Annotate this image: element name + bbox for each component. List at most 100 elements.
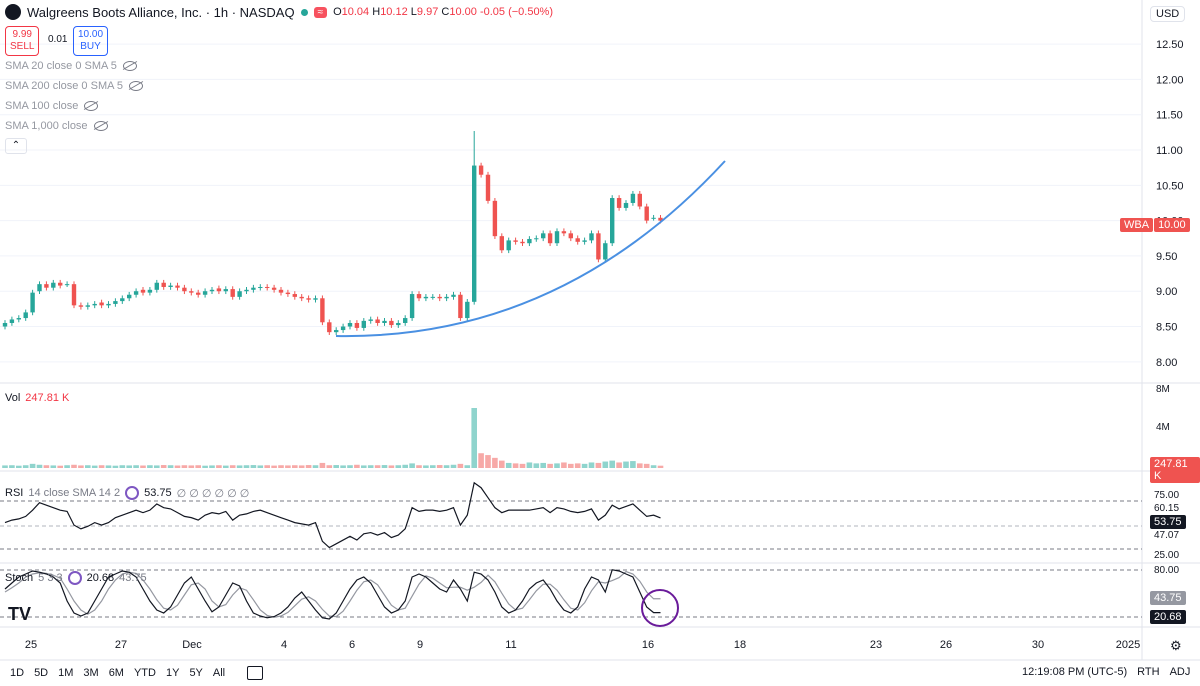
candle-body[interactable]	[409, 294, 415, 319]
candle-body[interactable]	[306, 298, 311, 300]
candle-body[interactable]	[382, 320, 387, 323]
candle-body[interactable]	[223, 289, 228, 292]
candle-body[interactable]	[71, 284, 77, 306]
candle-body[interactable]	[430, 296, 435, 298]
candle-body[interactable]	[16, 318, 21, 320]
volume-pane-label[interactable]: Vol 247.81 K	[5, 392, 70, 404]
candle-body[interactable]	[596, 233, 601, 260]
candle-body[interactable]	[133, 291, 139, 295]
candle-body[interactable]	[389, 320, 394, 326]
candle-body[interactable]	[534, 238, 539, 240]
candle-body[interactable]	[58, 282, 63, 286]
range-5d[interactable]: 5D	[34, 667, 49, 679]
stoch-settings-icon[interactable]	[67, 571, 82, 585]
candle-body[interactable]	[396, 322, 401, 326]
candle-body[interactable]	[320, 298, 325, 323]
hidden-eye-icon[interactable]	[122, 61, 137, 71]
candle-body[interactable]	[2, 322, 8, 327]
candle-body[interactable]	[202, 291, 208, 295]
candle-body[interactable]	[78, 305, 84, 307]
range-all[interactable]: All	[212, 667, 226, 679]
candle-body[interactable]	[44, 284, 49, 288]
candle-body[interactable]	[64, 284, 70, 286]
candle-body[interactable]	[244, 289, 249, 292]
hidden-eye-icon[interactable]	[129, 81, 144, 91]
candle-body[interactable]	[51, 282, 56, 288]
symbol-title[interactable]: Walgreens Boots Alliance, Inc. · 1h · NA…	[27, 4, 295, 20]
candle-body[interactable]	[271, 287, 277, 290]
candle-body[interactable]	[527, 238, 532, 244]
candle-body[interactable]	[603, 243, 608, 260]
candle-body[interactable]	[182, 287, 187, 292]
adj-toggle[interactable]: ADJ	[1169, 666, 1191, 678]
candle-body[interactable]	[423, 296, 429, 299]
range-5y[interactable]: 5Y	[189, 667, 203, 679]
hidden-eye-icon[interactable]	[93, 121, 108, 131]
candlesticks[interactable]	[2, 130, 663, 335]
candle-body[interactable]	[485, 174, 491, 201]
candle-body[interactable]	[154, 282, 159, 290]
range-6m[interactable]: 6M	[108, 667, 124, 679]
rth-toggle[interactable]: RTH	[1137, 666, 1160, 678]
candle-body[interactable]	[347, 322, 353, 327]
candle-body[interactable]	[437, 296, 442, 299]
candle-body[interactable]	[472, 165, 477, 302]
candle-body[interactable]	[168, 285, 173, 287]
candle-body[interactable]	[251, 287, 256, 290]
candle-body[interactable]	[120, 298, 125, 302]
candle-body[interactable]	[368, 319, 373, 321]
candle-body[interactable]	[561, 231, 567, 234]
candle-body[interactable]	[547, 233, 553, 244]
candle-body[interactable]	[589, 233, 594, 241]
candle-body[interactable]	[582, 240, 587, 242]
trend-curve-drawing[interactable]	[335, 160, 726, 338]
candle-body[interactable]	[554, 231, 560, 244]
clock[interactable]: 12:19:08 PM (UTC-5)	[1022, 666, 1128, 678]
candle-body[interactable]	[451, 294, 456, 297]
market-status-dot-icon[interactable]	[300, 8, 308, 16]
candle-body[interactable]	[327, 322, 332, 333]
candle-body[interactable]	[444, 296, 449, 299]
range-1y[interactable]: 1Y	[165, 667, 180, 679]
stoch-pane-label[interactable]: Stoch 5 3 3 20.68 43.75	[5, 571, 147, 585]
buy-button[interactable]: 10.00 BUY	[73, 26, 109, 56]
candle-body[interactable]	[616, 198, 622, 208]
candle-body[interactable]	[230, 289, 235, 297]
candle-body[interactable]	[285, 292, 291, 295]
candle-body[interactable]	[623, 202, 629, 208]
rsi-settings-icon[interactable]	[125, 486, 140, 500]
highlight-circle-drawing[interactable]	[641, 589, 679, 627]
hidden-eye-icon[interactable]	[84, 101, 99, 111]
candle-body[interactable]	[140, 289, 146, 293]
candle-body[interactable]	[113, 301, 118, 304]
candle-body[interactable]	[575, 238, 580, 242]
candle-body[interactable]	[299, 296, 304, 299]
candle-body[interactable]	[375, 319, 380, 323]
candle-body[interactable]	[30, 292, 35, 313]
range-ytd[interactable]: YTD	[133, 667, 156, 679]
range-1d[interactable]: 1D	[10, 667, 25, 679]
candle-body[interactable]	[334, 330, 339, 333]
indicator-sma-1000[interactable]: SMA 1,000 close	[5, 120, 108, 132]
candle-body[interactable]	[237, 291, 242, 297]
indicator-sma-100[interactable]: SMA 100 close	[5, 100, 99, 112]
candle-body[interactable]	[403, 318, 408, 323]
candle-body[interactable]	[85, 305, 90, 307]
candle-body[interactable]	[127, 294, 132, 299]
sell-button[interactable]: 9.99 SELL	[5, 26, 40, 56]
candle-body[interactable]	[37, 284, 42, 292]
candle-body[interactable]	[499, 236, 504, 251]
calendar-icon[interactable]	[247, 666, 264, 680]
currency-selector[interactable]: USD	[1150, 6, 1186, 22]
candle-body[interactable]	[292, 294, 297, 297]
candle-body[interactable]	[458, 294, 463, 319]
candle-body[interactable]	[658, 217, 663, 221]
indicator-sma-20[interactable]: SMA 20 close 0 SMA 5	[5, 60, 137, 72]
candle-body[interactable]	[644, 206, 649, 221]
range-1m[interactable]: 1M	[58, 667, 74, 679]
candle-body[interactable]	[23, 312, 28, 319]
candle-body[interactable]	[209, 289, 215, 292]
candle-body[interactable]	[340, 326, 346, 331]
collapse-indicators-button[interactable]: ⌃	[5, 138, 27, 154]
candle-body[interactable]	[99, 302, 104, 306]
